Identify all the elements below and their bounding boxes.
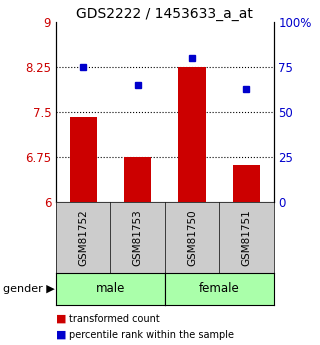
Text: GSM81750: GSM81750 bbox=[187, 209, 197, 266]
Bar bbox=[124, 157, 151, 202]
Text: gender ▶: gender ▶ bbox=[3, 284, 55, 294]
Text: transformed count: transformed count bbox=[69, 314, 160, 324]
Bar bbox=[233, 165, 260, 202]
Title: GDS2222 / 1453633_a_at: GDS2222 / 1453633_a_at bbox=[76, 7, 253, 21]
Text: GSM81752: GSM81752 bbox=[78, 209, 88, 266]
Text: ■: ■ bbox=[56, 314, 67, 324]
Text: female: female bbox=[199, 283, 240, 295]
Text: ■: ■ bbox=[56, 330, 67, 339]
Text: percentile rank within the sample: percentile rank within the sample bbox=[69, 330, 234, 339]
Text: male: male bbox=[96, 283, 125, 295]
Text: GSM81753: GSM81753 bbox=[132, 209, 143, 266]
Bar bbox=[179, 67, 206, 202]
Text: GSM81751: GSM81751 bbox=[241, 209, 252, 266]
Bar bbox=[70, 117, 97, 202]
